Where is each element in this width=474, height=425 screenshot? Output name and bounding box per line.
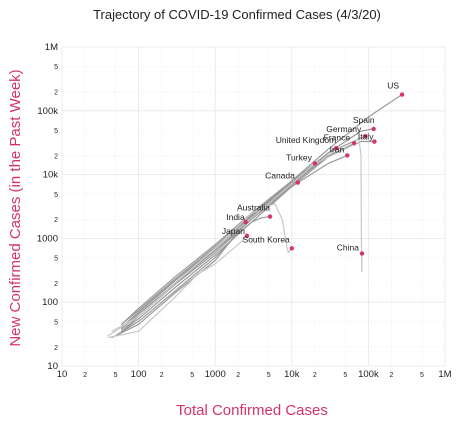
point-germany (363, 133, 368, 139)
x-tick-label: 10k (284, 369, 300, 380)
point-italy (372, 139, 377, 144)
y-tick-label: 5 (54, 256, 58, 263)
trajectory-united-kingdom (121, 147, 337, 330)
label-china: China (337, 242, 359, 252)
label-iran: Iran (330, 144, 345, 154)
point-spain (371, 126, 376, 132)
y-tick-label: 5 (54, 319, 58, 326)
label-germany: Germany (326, 124, 362, 134)
point-france (351, 141, 357, 146)
label-italy: Italy (358, 132, 374, 142)
y-axis-ticks: 10 100 1000 10k 100k 1M 2 5 2 5 2 5 2 5 2 5 (37, 42, 58, 372)
y-axis-label: New Confirmed Cases (in the Past Week) (7, 69, 24, 346)
x-tick-label: 2 (236, 372, 240, 379)
point-iran (345, 153, 350, 158)
trajectories (107, 93, 403, 339)
x-tick-label: 2 (160, 372, 164, 379)
y-tick-label: 5 (54, 128, 58, 135)
point-japan (244, 233, 250, 238)
y-tick-label: 5 (54, 192, 58, 199)
x-axis-ticks: 10 100 1000 10k 100k 1M 2 5 2 5 2 5 2 5 2 5 (57, 369, 452, 380)
point-turkey (312, 161, 318, 166)
x-tick-label: 2 (83, 372, 87, 379)
label-united-kingdom: United Kingdom (276, 135, 336, 145)
point-china (359, 251, 365, 256)
x-tick-label: 1M (438, 369, 451, 380)
grid (61, 46, 446, 367)
label-france: France (324, 132, 351, 142)
chart-title: Trajectory of COVID-19 Confirmed Cases (… (93, 7, 381, 22)
label-turkey: Turkey (286, 152, 312, 162)
point-united-kingdom (334, 145, 339, 151)
x-tick-label: 1000 (205, 369, 226, 380)
y-tick-label: 2 (54, 345, 58, 352)
x-tick-label: 5 (343, 372, 347, 379)
y-tick-label: 10k (43, 170, 59, 181)
x-tick-label: 5 (267, 372, 271, 379)
label-south-korea: South Korea (243, 234, 291, 244)
y-tick-label: 2 (54, 90, 58, 97)
x-tick-label: 2 (313, 372, 317, 379)
end-points (243, 92, 405, 256)
point-us (399, 92, 405, 97)
x-tick-label: 5 (420, 372, 424, 379)
trajectory-japan (107, 235, 248, 339)
label-us: US (387, 81, 399, 91)
y-tick-label: 5 (54, 64, 58, 71)
y-tick-label: 1000 (37, 233, 58, 244)
point-australia (267, 214, 273, 219)
x-tick-label: 100k (358, 369, 379, 380)
x-axis-label: Total Confirmed Cases (176, 402, 328, 419)
label-india: India (226, 212, 245, 222)
point-canada (295, 180, 301, 185)
label-canada: Canada (265, 171, 295, 181)
y-tick-label: 100k (37, 106, 58, 117)
x-tick-label: 5 (114, 372, 118, 379)
x-tick-label: 2 (390, 372, 394, 379)
point-india (243, 219, 248, 225)
y-tick-label: 2 (54, 281, 58, 288)
x-tick-label: 100 (131, 369, 147, 380)
y-tick-label: 1M (45, 42, 58, 53)
y-tick-label: 10 (47, 361, 58, 372)
x-tick-label: 10 (57, 369, 68, 380)
x-tick-label: 5 (190, 372, 194, 379)
point-south-korea (289, 246, 294, 251)
trajectory-india (111, 221, 247, 339)
trajectory-canada (121, 182, 299, 332)
trajectory-china (111, 137, 363, 332)
label-spain: Spain (353, 115, 375, 125)
y-tick-label: 2 (54, 217, 58, 224)
label-australia: Australia (237, 203, 270, 213)
y-tick-label: 100 (42, 297, 58, 308)
label-japan: Japan (222, 226, 245, 236)
y-tick-label: 2 (54, 153, 58, 160)
